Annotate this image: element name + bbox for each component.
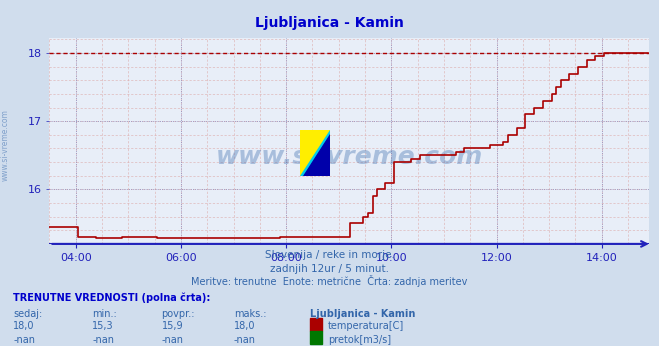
Text: sedaj:: sedaj:	[13, 309, 42, 319]
Text: -nan: -nan	[92, 335, 114, 345]
Text: min.:: min.:	[92, 309, 117, 319]
Text: www.si-vreme.com: www.si-vreme.com	[215, 145, 483, 170]
Text: Slovenija / reke in morje.: Slovenija / reke in morje.	[264, 250, 395, 260]
Text: Ljubljanica - Kamin: Ljubljanica - Kamin	[310, 309, 415, 319]
Polygon shape	[300, 130, 330, 176]
Text: temperatura[C]: temperatura[C]	[328, 321, 405, 331]
Text: 15,9: 15,9	[161, 321, 183, 331]
Text: pretok[m3/s]: pretok[m3/s]	[328, 335, 391, 345]
Text: zadnjih 12ur / 5 minut.: zadnjih 12ur / 5 minut.	[270, 264, 389, 274]
Text: -nan: -nan	[234, 335, 256, 345]
Text: Meritve: trenutne  Enote: metrične  Črta: zadnja meritev: Meritve: trenutne Enote: metrične Črta: …	[191, 275, 468, 288]
Text: povpr.:: povpr.:	[161, 309, 195, 319]
Text: 18,0: 18,0	[13, 321, 35, 331]
Text: 15,3: 15,3	[92, 321, 114, 331]
Text: 18,0: 18,0	[234, 321, 256, 331]
Text: www.si-vreme.com: www.si-vreme.com	[1, 109, 10, 181]
Text: -nan: -nan	[13, 335, 35, 345]
Text: maks.:: maks.:	[234, 309, 266, 319]
Text: Ljubljanica - Kamin: Ljubljanica - Kamin	[255, 16, 404, 29]
Polygon shape	[300, 130, 330, 176]
Polygon shape	[303, 134, 330, 176]
Text: -nan: -nan	[161, 335, 183, 345]
Text: TRENUTNE VREDNOSTI (polna črta):: TRENUTNE VREDNOSTI (polna črta):	[13, 292, 211, 303]
